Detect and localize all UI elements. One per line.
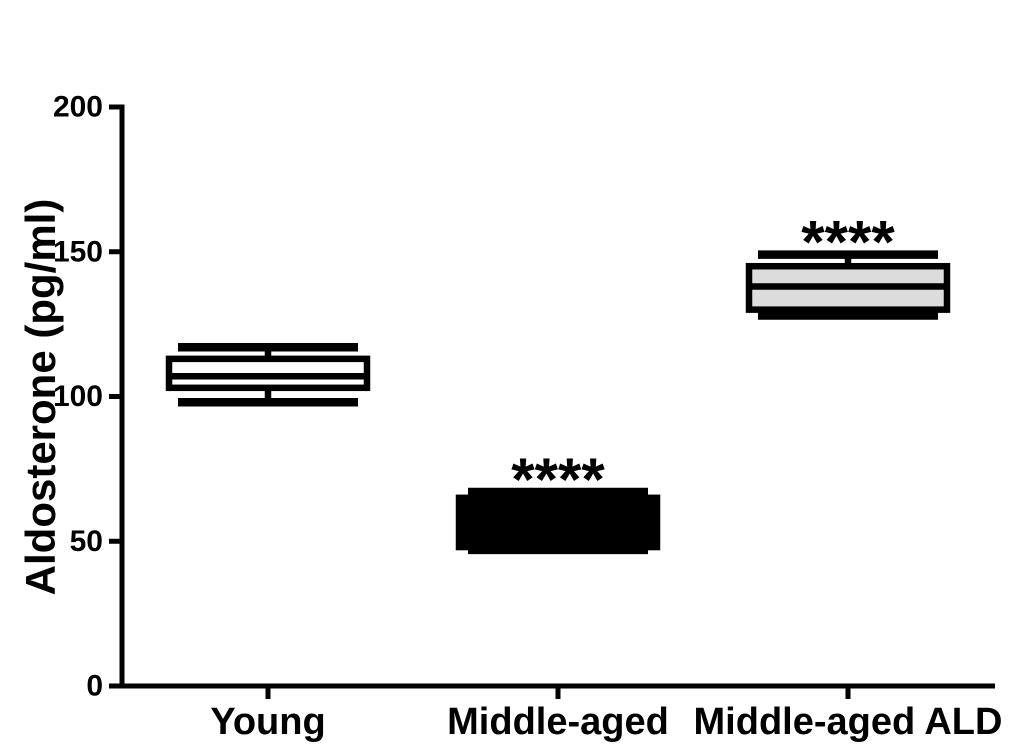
box-middle-aged	[455, 494, 661, 551]
x-tick-label: Young	[210, 701, 325, 743]
significance-stars: ****	[511, 446, 605, 513]
x-tick-label: Middle-aged	[447, 701, 669, 743]
y-axis-label-text: Aldosterone (pg/ml)	[17, 198, 64, 596]
y-tick-label: 150	[53, 235, 103, 268]
y-tick-label: 0	[86, 670, 103, 703]
y-tick-label: 200	[53, 91, 103, 124]
y-tick-label: 50	[70, 525, 103, 558]
y-tick-label: 100	[53, 380, 103, 413]
significance-stars: ****	[801, 209, 895, 276]
x-tick-label: Middle-aged ALD	[694, 701, 1003, 743]
